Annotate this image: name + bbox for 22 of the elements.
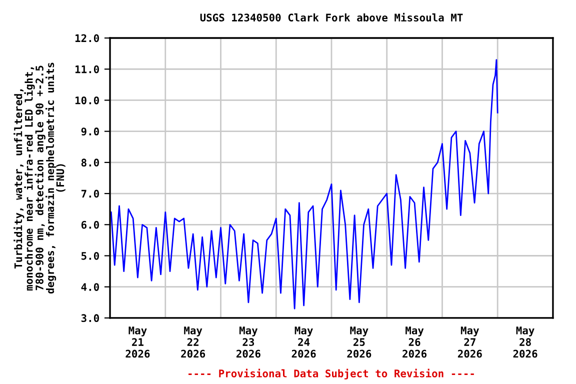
x-tick-label: May 28 2026 (513, 326, 538, 358)
y-tick-label: 11.0 (75, 65, 99, 74)
x-tick-label: May 25 2026 (347, 326, 372, 358)
x-tick-label: May 22 2026 (181, 326, 206, 358)
text: ---- Provisional Data Subject to Revision ---- (188, 368, 474, 380)
x-tick-label: May 26 2026 (402, 326, 427, 358)
y-tick-label: 6.0 (81, 220, 99, 229)
chart-title: USGS 12340500 Clark Fork above Missoula MT (200, 12, 463, 22)
x-tick-label: May 24 2026 (292, 326, 316, 358)
y-tick-label: 8.0 (81, 158, 99, 167)
x-tick-label: May 23 2026 (236, 326, 260, 358)
line-series (110, 59, 498, 310)
y-tick-label: 9.0 (81, 128, 99, 136)
y-tick-label: 10.0 (75, 96, 99, 104)
y-axis-title: Turbidity, water, unfiltered, monochrome near infra-red LED light, 780-900 nm, detection angle 90 +-2.5 degrees, formazin nephelometric units (FNU) (14, 62, 66, 294)
y-tick-label: 12.0 (75, 34, 99, 42)
x-tick-label: May 21 2026 (126, 326, 150, 358)
y-tick-label: 4.0 (81, 283, 99, 291)
y-tick-label: 3.0 (81, 314, 99, 322)
y-tick-label: 7.0 (81, 190, 99, 198)
x-tick-label: May 27 2026 (458, 326, 482, 358)
y-tick-label: 5.0 (82, 252, 99, 260)
